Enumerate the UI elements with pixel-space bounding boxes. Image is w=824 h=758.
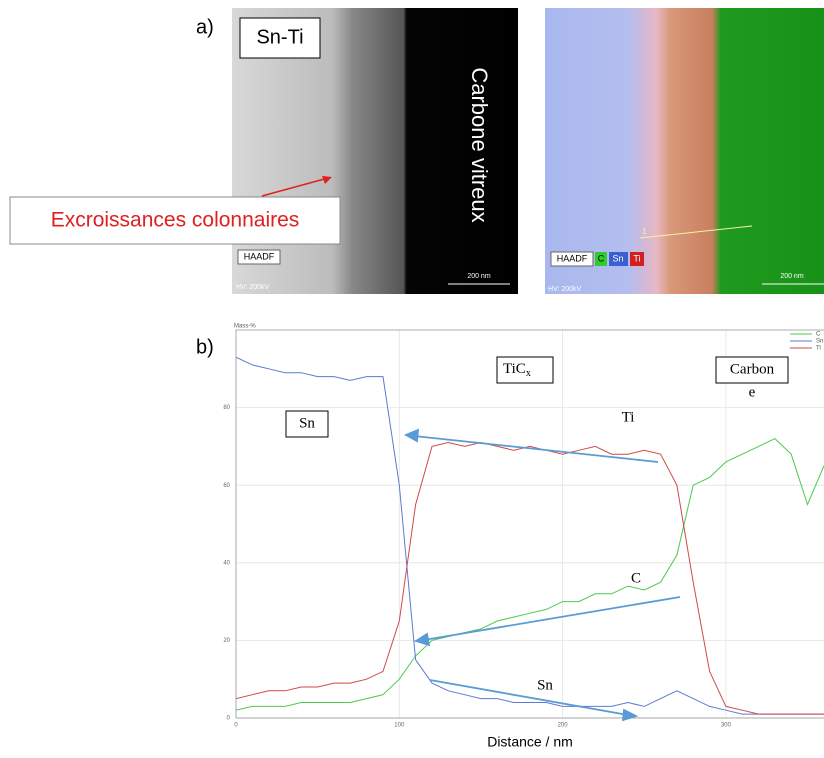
data-line [236,356,824,715]
region-text: TiC [503,361,526,377]
callout-box [9,196,341,245]
profile-marker: 1 [642,227,647,236]
element-label: Ti [633,253,640,263]
voltage-label: HV: 200kV [236,284,270,291]
detector-box [237,249,281,265]
x-tick-label: 300 [721,723,732,729]
legend-label: C [816,332,821,338]
region-label: Carbone vitreux [467,67,492,222]
y-tick-label: 80 [223,405,230,411]
element-chip [609,252,628,266]
legend-label: Ti [816,346,821,352]
data-line [236,441,824,715]
panel-label: b) [196,336,214,358]
legend-label: Sn [816,339,823,345]
annotation-arrowhead [403,428,420,443]
annotation-arrow [429,679,629,716]
annotation-arrowhead [621,708,639,722]
line-label: Ti [622,409,635,425]
y-tick-label: 40 [223,560,230,566]
line-label: C [631,570,641,586]
x-tick-label: 0 [234,723,238,729]
x-tick-label: 100 [394,723,405,729]
y-tick-label: 20 [223,638,230,644]
plot-frame [235,329,824,719]
x-axis-label: Distance / nm [487,734,573,750]
element-label: C [598,253,605,263]
data-line [236,437,824,711]
callout-arrow [261,177,329,197]
eds-map [545,8,824,294]
scale-label: 200 nm [780,273,804,280]
region-label: TiCx [503,361,531,379]
sample-label: Sn-Ti [256,26,303,48]
annotation-arrow [413,435,659,463]
line-label: Sn [537,677,553,693]
y-tick-label: 0 [227,716,231,722]
element-chip [630,252,644,266]
y-axis-label: Mass-% [234,324,256,330]
annotation-arrow [423,596,681,641]
panel-label: a) [196,16,214,38]
annotation-arrowhead [413,632,431,647]
y-tick-label: 60 [223,483,230,489]
callout-arrowhead [322,176,332,184]
region-label: Carbon [730,361,775,377]
element-chip [595,252,607,266]
detector-label: HAADF [557,253,588,263]
sample-box [239,17,321,59]
region-label: Sn [299,415,315,431]
callout-label: Excroissances colonnaires [51,209,300,232]
region-box [715,356,789,384]
profile-line [639,225,753,239]
detector-label: HAADF [244,251,275,261]
element-label: Sn [612,253,623,263]
region-box [285,410,329,438]
voltage-label: HV: 200kV [548,286,582,293]
scale-label: 200 nm [467,273,491,280]
detector-box [550,251,594,267]
region-subscript: x [526,368,531,379]
region-label: e [749,384,756,400]
x-tick-label: 200 [558,723,569,729]
region-box [496,356,554,384]
